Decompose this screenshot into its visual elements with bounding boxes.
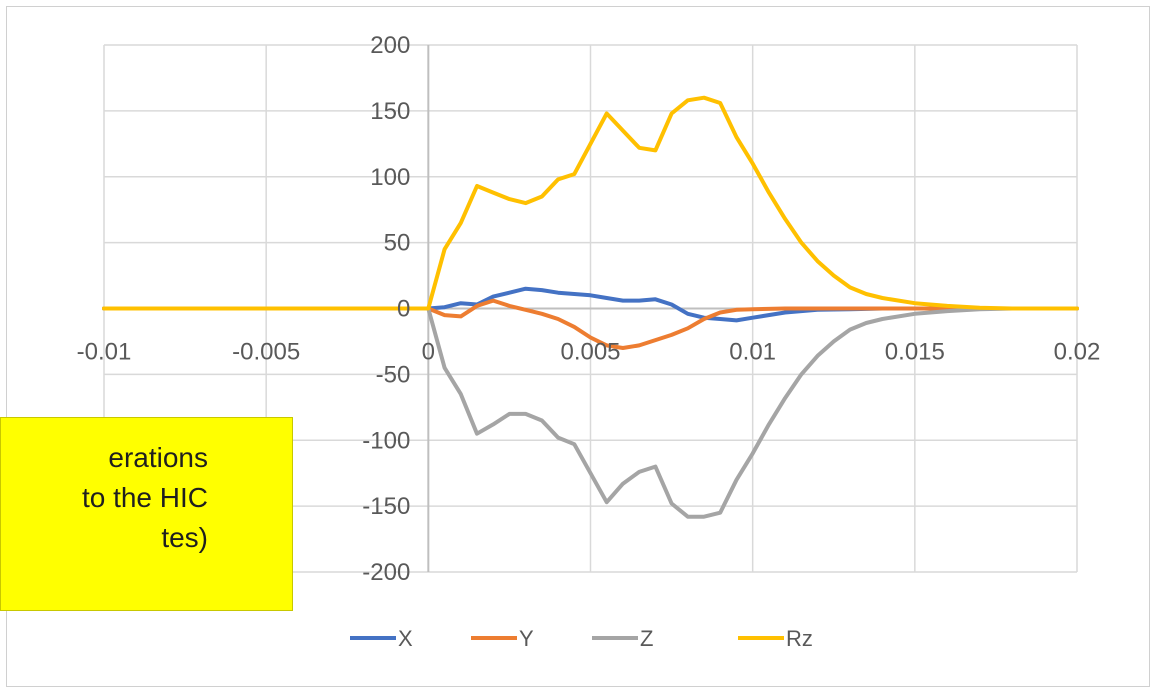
x-tick-label: 0.02 (1054, 339, 1101, 366)
x-tick-label: 0.015 (885, 339, 945, 366)
legend-item-y: Y (471, 626, 534, 651)
legend: X Y Z Rz (350, 626, 813, 651)
x-tick-label: 0.01 (729, 339, 776, 366)
y-tick-label: 150 (370, 98, 410, 125)
y-tick-label: 0 (397, 296, 410, 323)
x-tick-label: 0.005 (560, 339, 620, 366)
y-tick-label: -100 (362, 427, 410, 454)
legend-item-x: X (350, 626, 413, 651)
y-tick-label: -50 (376, 361, 411, 388)
x-tick-label: -0.005 (232, 339, 300, 366)
y-tick-label: 100 (370, 164, 410, 191)
x-tick-label: -0.01 (77, 339, 132, 366)
legend-label: Rz (786, 626, 813, 651)
y-tick-label: 50 (384, 230, 411, 257)
x-tick-label: 0 (422, 339, 435, 366)
annotation-text: erations to the HIC tes) (0, 438, 208, 558)
legend-label: Y (519, 626, 534, 651)
y-tick-label: 200 (370, 32, 410, 59)
legend-label: X (398, 626, 413, 651)
y-tick-label: -150 (362, 493, 410, 520)
x-tick-labels: -0.01 -0.005 0 0.005 0.01 0.015 0.02 (77, 339, 1101, 366)
y-tick-label: -200 (362, 559, 410, 586)
legend-item-rz: Rz (738, 626, 813, 651)
legend-label: Z (640, 626, 653, 651)
legend-item-z: Z (592, 626, 653, 651)
annotation-box: erations to the HIC tes) (0, 417, 293, 611)
